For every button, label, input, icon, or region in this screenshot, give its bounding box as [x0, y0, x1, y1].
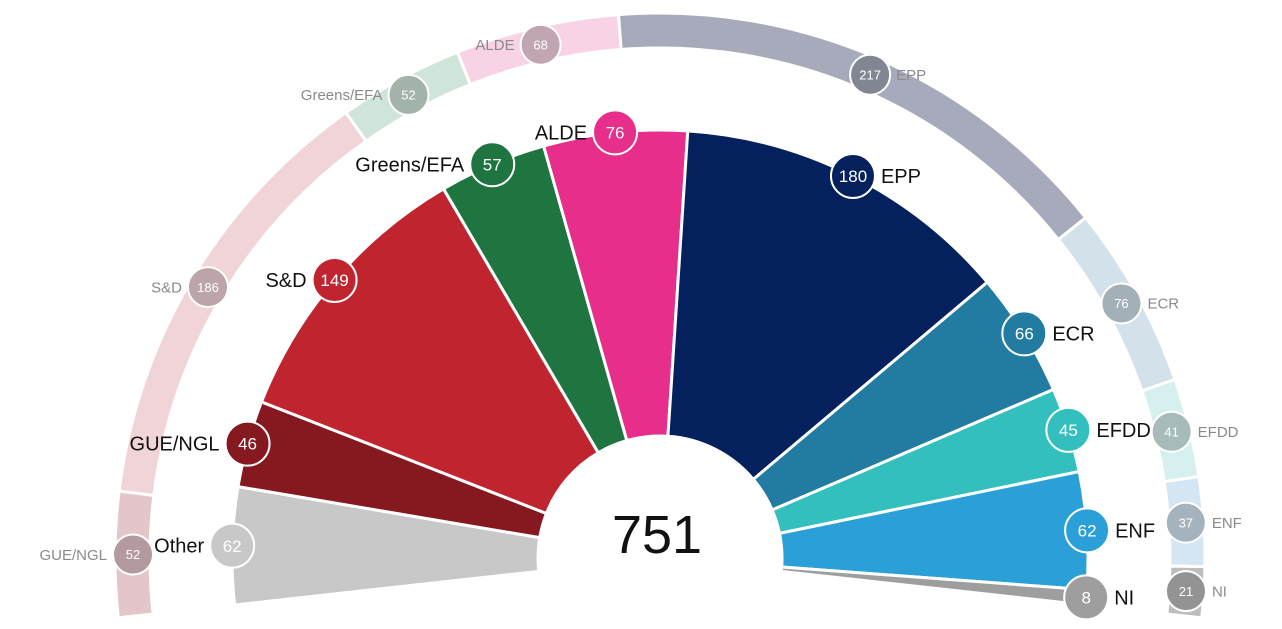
outer-alde-bubble: [519, 23, 562, 66]
inner-sandd-seats: 149: [320, 271, 348, 290]
inner-efdd-seats: 45: [1059, 421, 1078, 440]
outer-ecr-bubble: [1100, 282, 1143, 325]
inner-greens-efa-seats: 57: [483, 155, 502, 174]
inner-gue-ngl-label: GUE/NGL: [130, 434, 220, 456]
outer-gue-ngl-bubble: [112, 533, 155, 576]
outer-gue-ngl-seats: 52: [126, 547, 140, 562]
outer-greens-efa-bubble: [387, 73, 430, 116]
outer-ecr-seats: 76: [1114, 296, 1128, 311]
outer-enf-bubble: [1164, 501, 1207, 544]
inner-greens-efa-label: Greens/EFA: [355, 154, 465, 176]
outer-ni-label: NI: [1212, 583, 1227, 600]
outer-ni-seats: 21: [1179, 584, 1193, 599]
inner-ni-seats: 8: [1081, 588, 1090, 607]
inner-ecr-label: ECR: [1052, 323, 1094, 345]
inner-greens-efa-bubble: [469, 141, 516, 188]
seat-bubbles: 52 GUE/NGL 186 S&D 52 Greens/EFA 68 ALDE 217 EPP 7…: [39, 23, 1242, 621]
outer-ni-bubble: [1164, 570, 1207, 613]
outer-sandd-label: S&D: [151, 279, 182, 296]
inner-other-seats: 62: [223, 537, 242, 556]
inner-other-label: Other: [154, 536, 204, 558]
inner-enf-bubble: [1064, 507, 1111, 554]
inner-gue-ngl-bubble: [224, 420, 271, 467]
inner-gue-ngl-seats: 46: [238, 435, 257, 454]
outer-sandd-seats: 186: [197, 280, 219, 295]
inner-efdd-label: EFDD: [1096, 420, 1150, 442]
inner-alde-label: ALDE: [535, 122, 587, 144]
inner-ni-label: NI: [1114, 587, 1134, 609]
inner-epp-bubble: [829, 152, 876, 199]
inner-ni-bubble: [1063, 574, 1110, 621]
outer-alde-label: ALDE: [475, 37, 514, 54]
outer-enf-seats: 37: [1179, 515, 1193, 530]
outer-alde-seats: 68: [533, 37, 547, 52]
outer-efdd-label: EFDD: [1198, 424, 1239, 441]
inner-sandd-bubble: [311, 257, 358, 304]
inner-ecr-bubble: [1001, 310, 1048, 357]
inner-alde-bubble: [592, 109, 639, 156]
outer-enf-label: ENF: [1212, 515, 1242, 532]
inner-ecr-seats: 66: [1015, 324, 1034, 343]
inner-efdd-bubble: [1045, 406, 1092, 453]
total-seats: 751: [612, 505, 702, 565]
outer-efdd-bubble: [1150, 410, 1193, 453]
outer-epp-seats: 217: [859, 67, 881, 82]
inner-sandd-label: S&D: [265, 270, 306, 292]
outer-gue-ngl-label: GUE/NGL: [39, 547, 107, 564]
outer-greens-efa-seats: 52: [401, 88, 415, 103]
outer-epp-bubble: [849, 53, 892, 96]
outer-sandd-bubble: [186, 266, 229, 309]
outer-epp-label: EPP: [896, 67, 926, 84]
inner-enf-seats: 62: [1078, 521, 1097, 540]
inner-other-bubble: [209, 522, 256, 569]
inner-alde-seats: 76: [606, 123, 625, 142]
outer-ecr-label: ECR: [1147, 296, 1179, 313]
outer-greens-efa-label: Greens/EFA: [301, 87, 383, 104]
outer-efdd-seats: 41: [1164, 424, 1178, 439]
inner-epp-label: EPP: [881, 166, 921, 188]
inner-enf-label: ENF: [1115, 520, 1155, 542]
inner-epp-segment: [666, 129, 990, 482]
inner-epp-seats: 180: [839, 167, 867, 186]
